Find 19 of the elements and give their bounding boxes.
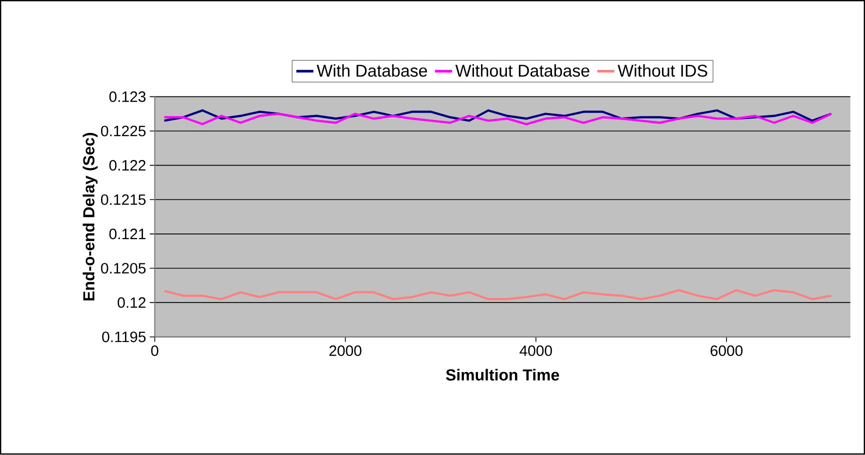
y-tick-label: 0.121 (109, 228, 146, 240)
line-series (163, 112, 832, 126)
y-tick-label: 0.12 (118, 297, 146, 308)
y-tick-label: 0.1205 (101, 263, 146, 274)
line-series (163, 109, 832, 122)
y-tick-label: 0.1215 (101, 194, 146, 206)
x-tick-label: 6000 (710, 346, 743, 356)
y-axis-title: End-o-end Delay (Sec) (82, 133, 98, 301)
x-tick-label: 0 (151, 346, 158, 356)
x-axis-title: Simultion Time (446, 369, 560, 381)
legend-label: Without Database (455, 64, 590, 77)
x-tick-label: 4000 (520, 346, 552, 356)
y-tick-label: 0.122 (109, 160, 146, 171)
x-tick-label: 2000 (329, 346, 362, 356)
legend-label: With Database (316, 64, 428, 77)
y-tick-label: 0.1225 (101, 126, 146, 136)
y-tick-label: 0.1195 (102, 332, 146, 342)
y-tick-label: 0.123 (109, 92, 146, 102)
legend-label: Without IDS (618, 64, 708, 77)
